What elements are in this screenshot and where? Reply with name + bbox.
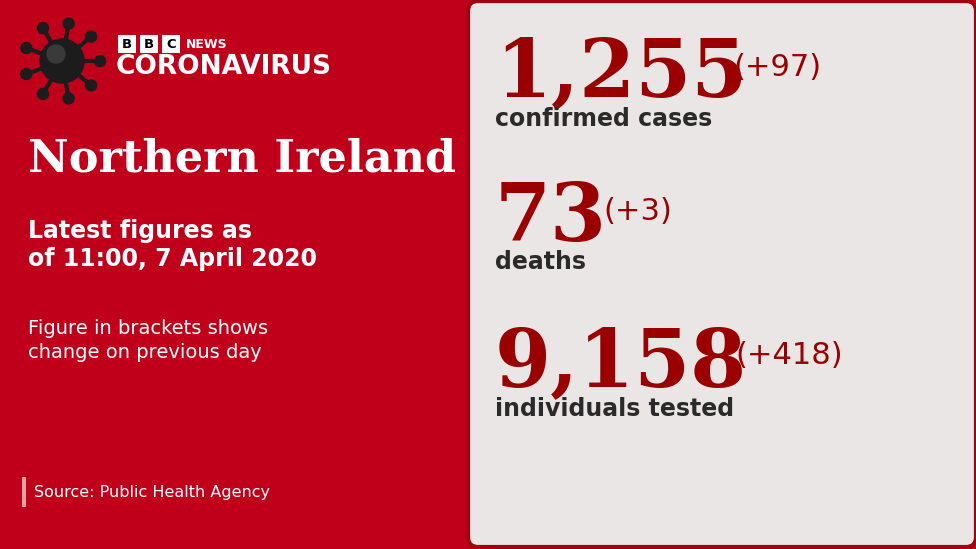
Circle shape bbox=[37, 23, 49, 33]
Text: of 11:00, 7 April 2020: of 11:00, 7 April 2020 bbox=[28, 247, 317, 271]
Text: (+3): (+3) bbox=[603, 197, 671, 226]
Text: (+418): (+418) bbox=[735, 341, 842, 371]
Text: individuals tested: individuals tested bbox=[495, 397, 734, 421]
Text: Figure in brackets shows: Figure in brackets shows bbox=[28, 320, 268, 339]
Text: 1,255: 1,255 bbox=[495, 35, 748, 113]
Text: Northern Ireland: Northern Ireland bbox=[28, 137, 456, 181]
Circle shape bbox=[37, 88, 49, 99]
Text: change on previous day: change on previous day bbox=[28, 344, 262, 362]
Text: deaths: deaths bbox=[495, 250, 586, 274]
Text: C: C bbox=[166, 37, 176, 51]
Circle shape bbox=[40, 39, 84, 83]
Bar bbox=[22, 477, 26, 507]
Circle shape bbox=[20, 42, 32, 53]
Text: (+97): (+97) bbox=[733, 53, 821, 81]
FancyBboxPatch shape bbox=[468, 1, 976, 547]
Circle shape bbox=[86, 80, 97, 91]
Circle shape bbox=[95, 55, 105, 66]
Circle shape bbox=[63, 18, 74, 29]
Text: B: B bbox=[143, 37, 154, 51]
Bar bbox=[118, 35, 136, 53]
Text: Source: Public Health Agency: Source: Public Health Agency bbox=[34, 485, 270, 500]
Text: CORONAVIRUS: CORONAVIRUS bbox=[116, 54, 332, 80]
Text: confirmed cases: confirmed cases bbox=[495, 107, 712, 131]
Text: 73: 73 bbox=[495, 180, 607, 258]
Text: Latest figures as: Latest figures as bbox=[28, 219, 252, 243]
Circle shape bbox=[47, 45, 65, 63]
Circle shape bbox=[63, 93, 74, 104]
Text: 9,158: 9,158 bbox=[495, 325, 748, 403]
Circle shape bbox=[86, 31, 97, 42]
Text: B: B bbox=[122, 37, 132, 51]
Bar bbox=[140, 35, 158, 53]
Text: NEWS: NEWS bbox=[186, 37, 227, 51]
Bar bbox=[162, 35, 180, 53]
Circle shape bbox=[20, 69, 32, 80]
